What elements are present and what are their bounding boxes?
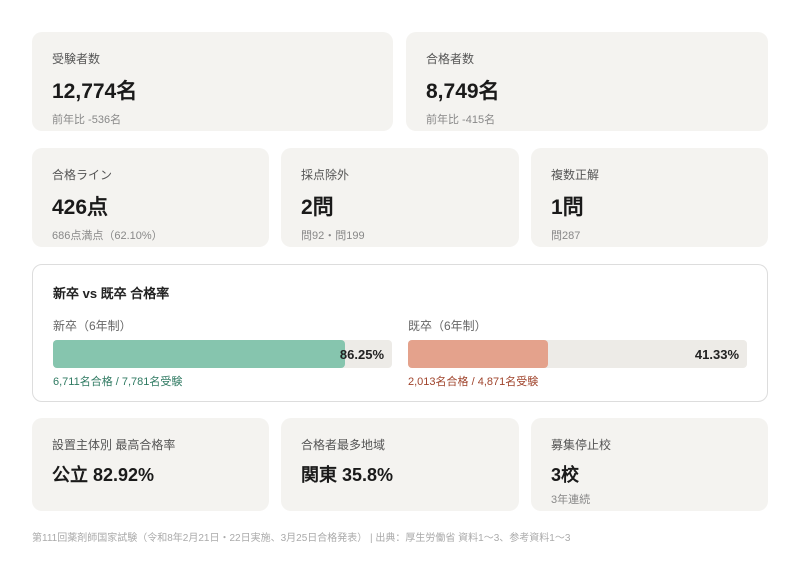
progress-fill — [53, 340, 346, 368]
stat-value: 3校 — [551, 465, 580, 485]
progress-fill — [408, 340, 549, 368]
stat-sub: 前年比 -415名 — [426, 114, 496, 126]
group-label: 既卒（6年制） — [408, 319, 487, 333]
stat-label: 合格者最多地域 — [301, 438, 386, 452]
progress-value: 86.25% — [339, 347, 384, 362]
stat-card-multiple-correct: 複数正解 1問 問287 — [531, 148, 768, 247]
section-title: 新卒 vs 既卒 合格率 — [53, 286, 170, 301]
stat-sub: 686点満点（62.10%） — [52, 230, 163, 242]
stat-card-passers: 合格者数 8,749名 前年比 -415名 — [406, 32, 768, 131]
stat-value: 12,774名 — [52, 80, 138, 103]
stat-value: 8,749名 — [426, 80, 500, 103]
stat-card-closed-schools: 募集停止校 3校 3年連続 — [531, 418, 768, 511]
stat-sub: 問92・問199 — [301, 230, 365, 242]
group-note: 6,711名合格 / 7,781名受験 — [53, 376, 183, 388]
progress-bar: 41.33% — [408, 340, 747, 368]
stat-sub: 前年比 -536名 — [52, 114, 122, 126]
stat-label: 合格ライン — [52, 168, 113, 182]
stat-label: 合格者数 — [426, 52, 475, 66]
group-note: 2,013名合格 / 4,871名受験 — [408, 376, 539, 388]
stat-label: 複数正解 — [551, 168, 600, 182]
stat-label: 採点除外 — [301, 168, 350, 182]
stat-value: 公立 82.92% — [52, 465, 155, 485]
stat-value: 426点 — [52, 196, 109, 219]
stat-card-top-founder: 設置主体別 最高合格率 公立 82.92% — [32, 418, 269, 511]
progress-value: 41.33% — [694, 347, 739, 362]
stat-sub: 3年連続 — [551, 494, 591, 506]
group-new-grad: 新卒（6年制） 86.25% 6,711名合格 / 7,781名受験 — [53, 317, 392, 389]
source-footer: 第111回薬剤師国家試験（令和8年2月21日・22日実施、3月25日合格発表） … — [32, 533, 571, 544]
group-repeat: 既卒（6年制） 41.33% 2,013名合格 / 4,871名受験 — [408, 317, 747, 389]
stat-label: 募集停止校 — [551, 438, 612, 452]
stat-value: 1問 — [551, 196, 584, 219]
stat-label: 設置主体別 最高合格率 — [52, 438, 176, 452]
stat-value: 関東 35.8% — [301, 465, 394, 485]
stat-card-pass-line: 合格ライン 426点 686点満点（62.10%） — [32, 148, 269, 247]
pass-rate-comparison: 新卒 vs 既卒 合格率 新卒（6年制） 86.25% 6,711名合格 / 7… — [32, 264, 768, 402]
stat-card-examinees: 受験者数 12,774名 前年比 -536名 — [32, 32, 393, 131]
stat-card-top-region: 合格者最多地域 関東 35.8% — [281, 418, 519, 511]
stat-value: 2問 — [301, 196, 334, 219]
group-label: 新卒（6年制） — [53, 319, 132, 333]
stat-sub: 問287 — [551, 230, 581, 242]
progress-bar: 86.25% — [53, 340, 392, 368]
stat-card-excluded: 採点除外 2問 問92・問199 — [281, 148, 519, 247]
stat-label: 受験者数 — [52, 52, 101, 66]
